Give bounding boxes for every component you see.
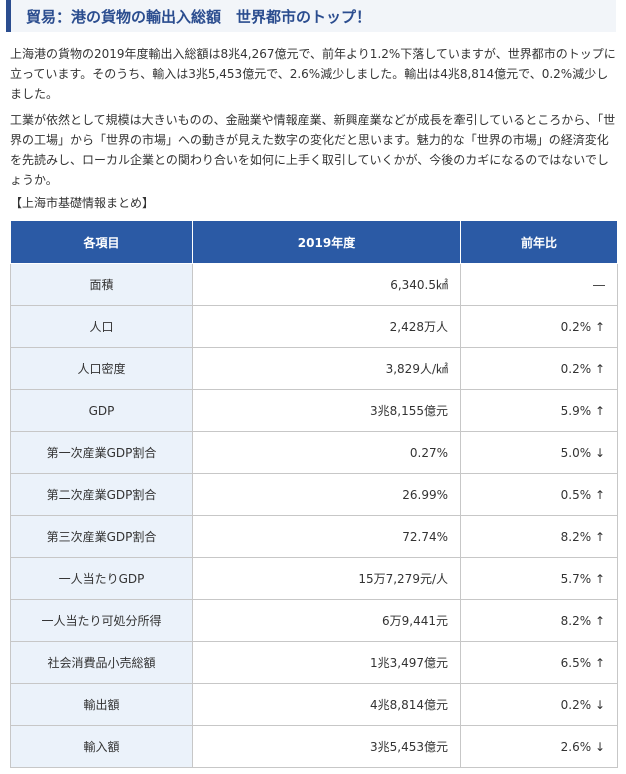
- row-item: 輸入額: [10, 725, 193, 768]
- table-row: 面積 6,340.5㎢ ―: [10, 263, 618, 306]
- row-yoy: 5.9% ↑: [460, 389, 618, 432]
- row-item: 輸出額: [10, 683, 193, 726]
- row-value: 3兆5,453億元: [192, 725, 461, 768]
- row-value: 26.99%: [192, 473, 461, 516]
- row-value: 1兆3,497億元: [192, 641, 461, 684]
- row-value: 4兆8,814億元: [192, 683, 461, 726]
- table-row: 輸出額 4兆8,814億元 0.2% ↓: [10, 683, 618, 726]
- header-year: 2019年度: [192, 220, 461, 264]
- row-value: 0.27%: [192, 431, 461, 474]
- table-row: 一人当たりGDP 15万7,279元/人 5.7% ↑: [10, 557, 618, 600]
- row-value: 6,340.5㎢: [192, 263, 461, 306]
- row-yoy: ―: [460, 263, 618, 306]
- table-row: GDP 3兆8,155億元 5.9% ↑: [10, 389, 618, 432]
- row-yoy: 0.2% ↑: [460, 305, 618, 348]
- header-yoy: 前年比: [460, 220, 618, 264]
- section-heading: 貿易：港の貨物の輸出入総額 世界都市のトップ！: [6, 0, 616, 32]
- row-item: 第三次産業GDP割合: [10, 515, 193, 558]
- row-value: 6万9,441元: [192, 599, 461, 642]
- table-row: 第二次産業GDP割合 26.99% 0.5% ↑: [10, 473, 618, 516]
- row-yoy: 0.5% ↑: [460, 473, 618, 516]
- heading-title: 貿易：港の貨物の輸出入総額 世界都市のトップ！: [26, 8, 372, 26]
- row-yoy: 6.5% ↑: [460, 641, 618, 684]
- row-value: 15万7,279元/人: [192, 557, 461, 600]
- row-yoy: 0.2% ↓: [460, 683, 618, 726]
- row-value: 72.74%: [192, 515, 461, 558]
- row-item: 一人当たりGDP: [10, 557, 193, 600]
- row-item: 第一次産業GDP割合: [10, 431, 193, 474]
- row-item: GDP: [10, 389, 193, 432]
- row-item: 人口: [10, 305, 193, 348]
- row-item: 人口密度: [10, 347, 193, 390]
- row-value: 3,829人/㎢: [192, 347, 461, 390]
- paragraph-analysis: 工業が依然として規模は大きいものの、金融業や情報産業、新興産業などが成長を牽引し…: [10, 113, 616, 187]
- table-row: 人口 2,428万人 0.2% ↑: [10, 305, 618, 348]
- table-row: 輸入額 3兆5,453億元 2.6% ↓: [10, 725, 618, 768]
- row-item: 一人当たり可処分所得: [10, 599, 193, 642]
- row-yoy: 8.2% ↑: [460, 515, 618, 558]
- row-yoy: 0.2% ↑: [460, 347, 618, 390]
- table-row: 人口密度 3,829人/㎢ 0.2% ↑: [10, 347, 618, 390]
- paragraph-trade-summary: 上海港の貨物の2019年度輸出入総額は8兆4,267億元で、前年より1.2%下落…: [10, 47, 616, 101]
- table-header-row: 各項目 2019年度 前年比: [10, 220, 618, 264]
- row-yoy: 5.7% ↑: [460, 557, 618, 600]
- header-item: 各項目: [10, 220, 193, 264]
- row-item: 第二次産業GDP割合: [10, 473, 193, 516]
- table-row: 一人当たり可処分所得 6万9,441元 8.2% ↑: [10, 599, 618, 642]
- table-row: 第一次産業GDP割合 0.27% 5.0% ↓: [10, 431, 618, 474]
- row-yoy: 8.2% ↑: [460, 599, 618, 642]
- table-row: 第三次産業GDP割合 72.74% 8.2% ↑: [10, 515, 618, 558]
- table-caption: 【上海市基礎情報まとめ】: [10, 196, 155, 210]
- row-value: 3兆8,155億元: [192, 389, 461, 432]
- row-value: 2,428万人: [192, 305, 461, 348]
- row-item: 社会消費品小売総額: [10, 641, 193, 684]
- shanghai-basic-info-table: 各項目 2019年度 前年比 面積 6,340.5㎢ ― 人口 2,428万人 0.2% …: [10, 220, 618, 768]
- row-item: 面積: [10, 263, 193, 306]
- table-row: 社会消費品小売総額 1兆3,497億元 6.5% ↑: [10, 641, 618, 684]
- row-yoy: 2.6% ↓: [460, 725, 618, 768]
- row-yoy: 5.0% ↓: [460, 431, 618, 474]
